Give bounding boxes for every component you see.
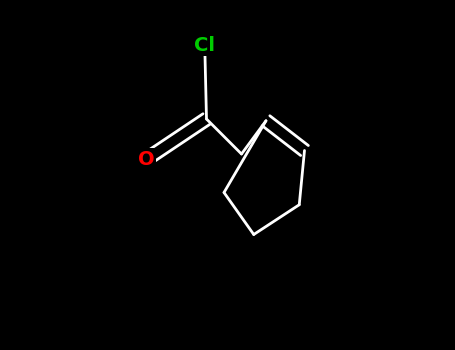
Text: Cl: Cl	[194, 36, 215, 55]
Text: O: O	[138, 150, 155, 169]
